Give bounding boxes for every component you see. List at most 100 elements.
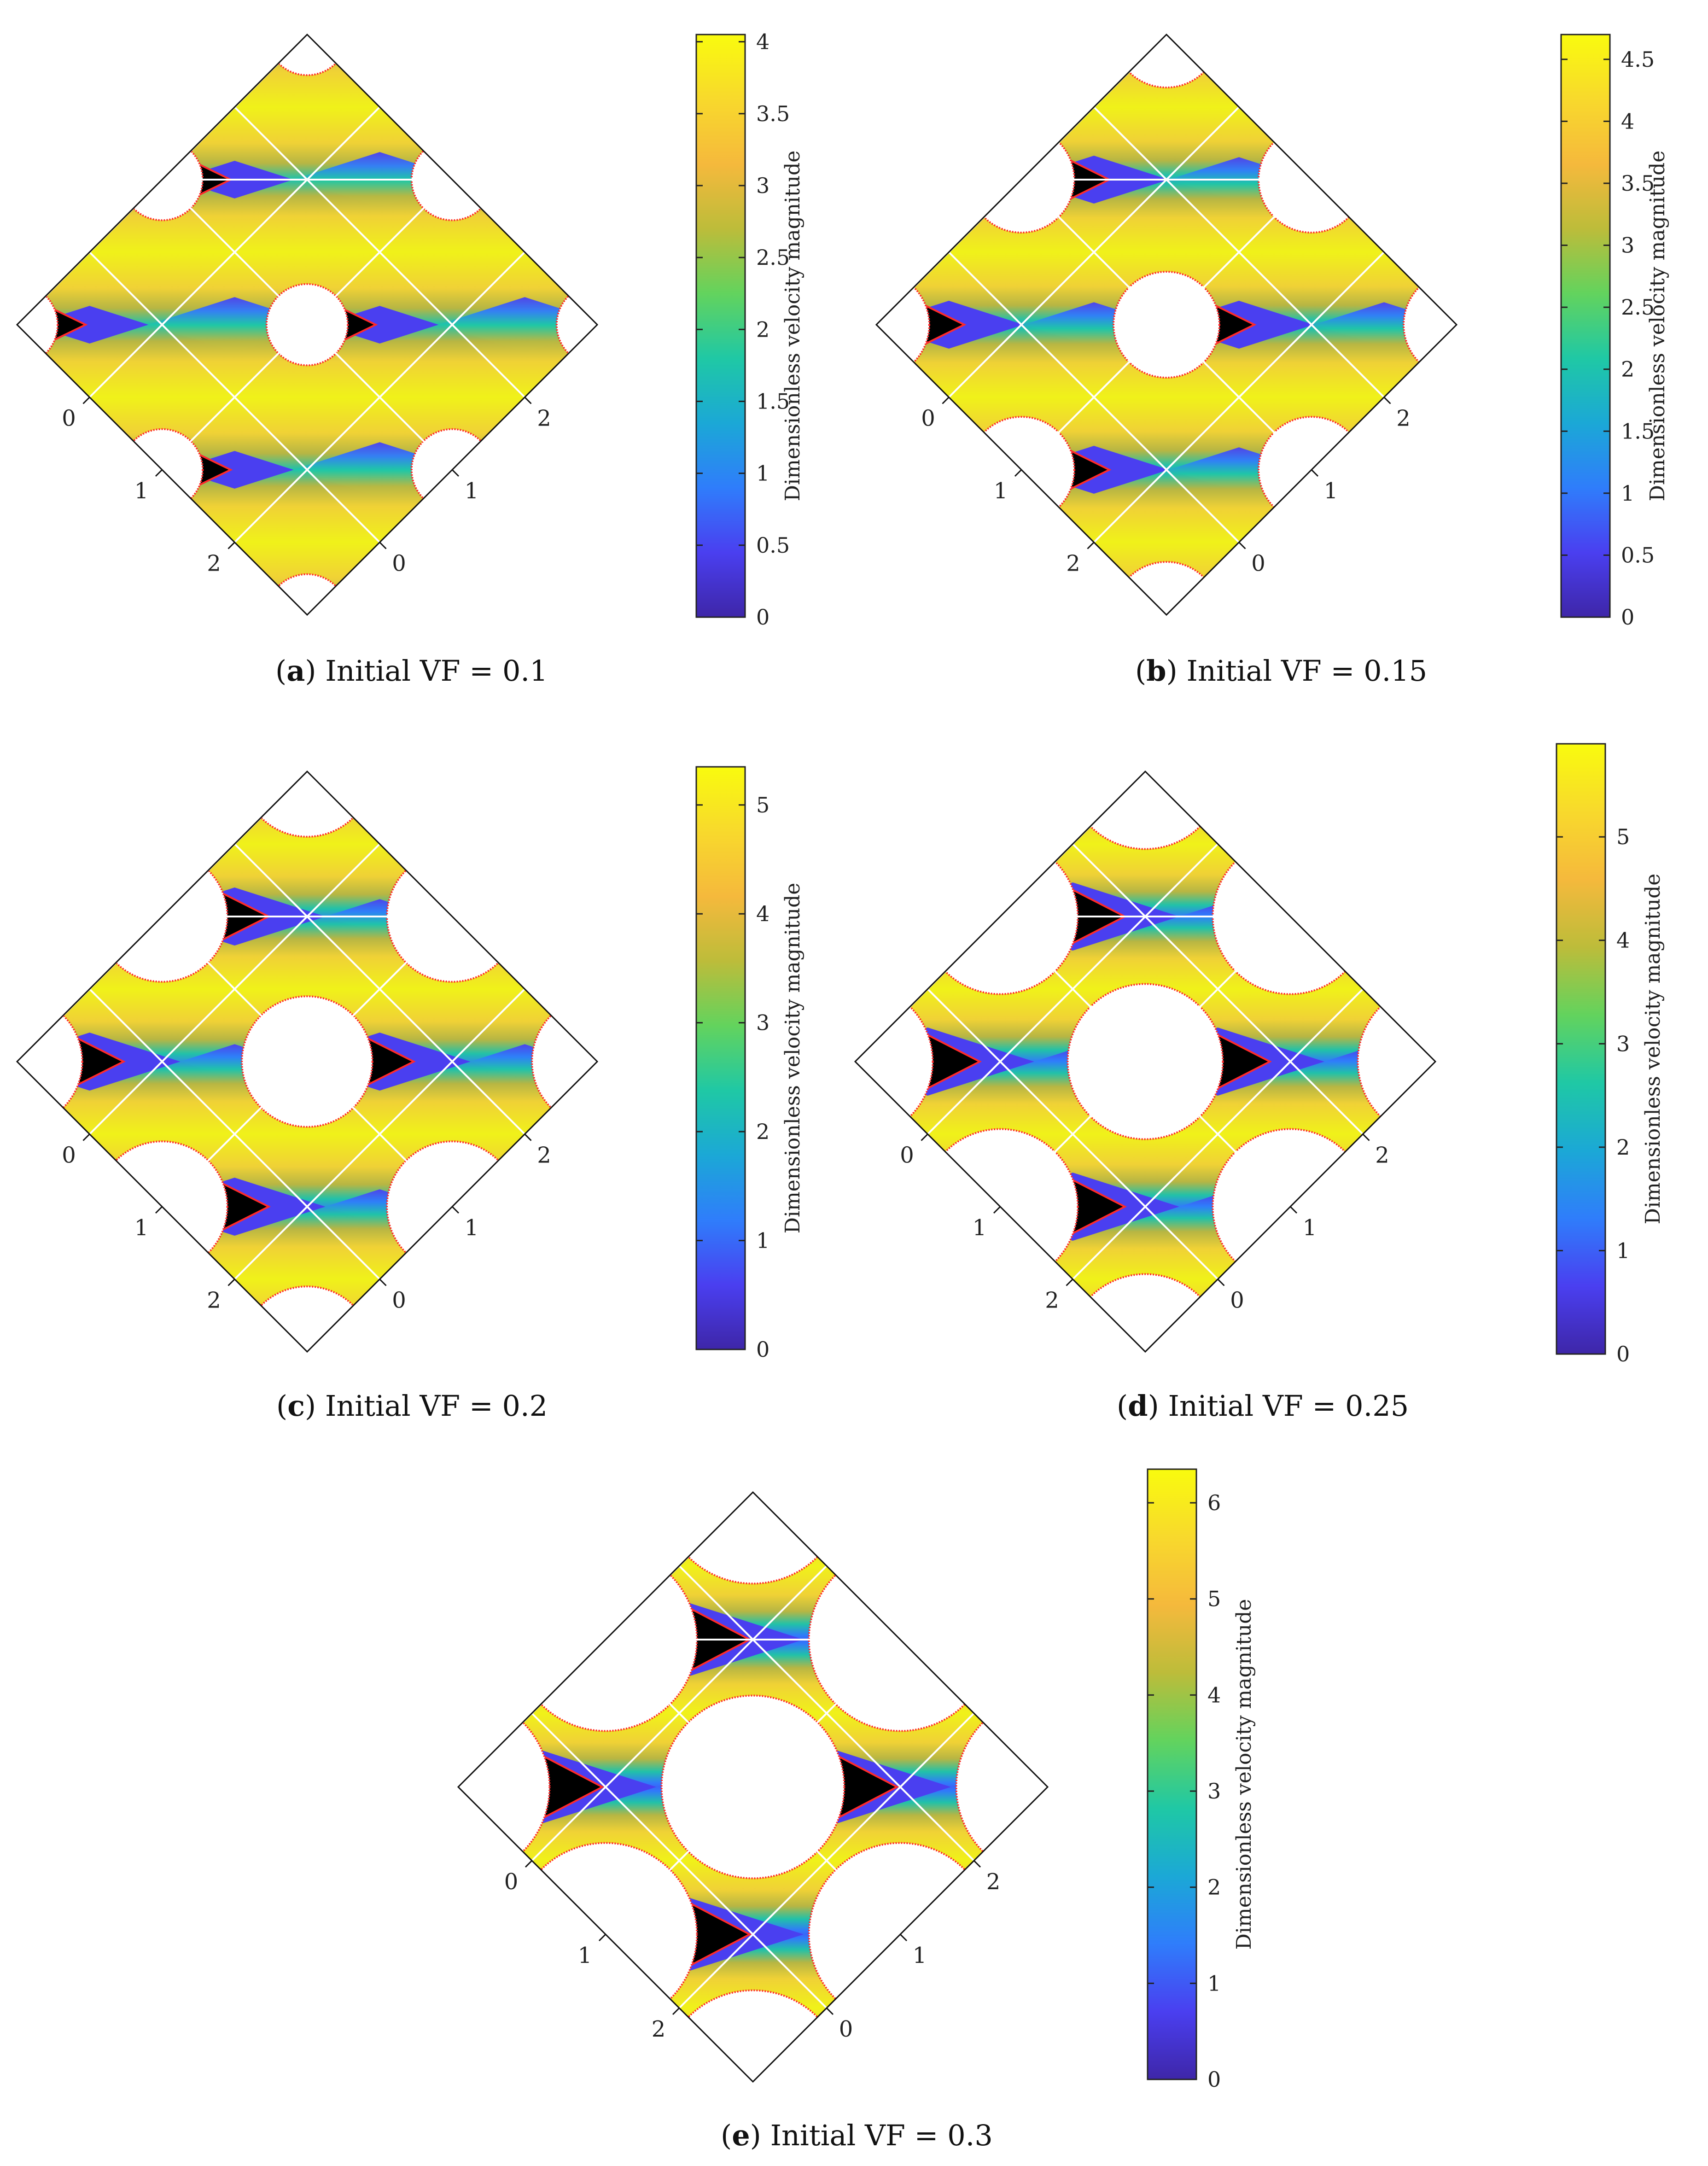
stagnation-region (1451, 1006, 1560, 1118)
colorbar-tick-label: 2 (756, 317, 769, 342)
colorbar-tick-label: 2.5 (1621, 295, 1655, 320)
panel-e: 0 1 2 0 1 2 (457, 1491, 1049, 2083)
x-tick (1087, 542, 1095, 549)
caption-text: Initial VF = 0.1 (325, 654, 548, 688)
cell-line (161, 916, 453, 1208)
colorbar-tick-label: 3 (1621, 233, 1634, 258)
colorbar-tick-label: 3 (756, 1010, 769, 1035)
colorbar-e: 0 1 2 3 4 5 6 Dimensionless velocity magnitude (1147, 1468, 1256, 2092)
colorbar-gradient (1147, 1468, 1197, 2080)
x-tick-label: 1 (994, 478, 1008, 504)
caption-letter: c (287, 1389, 305, 1423)
x-tick-label: 1 (134, 1215, 149, 1241)
stagnation-region (1467, 286, 1545, 363)
caption-text: Initial VF = 0.15 (1186, 654, 1428, 688)
colorbar-tick-label: 5 (1207, 1587, 1221, 1611)
y-tick (379, 542, 387, 549)
colorbar-tick-label: 1 (756, 1228, 769, 1253)
x-tick (993, 1206, 1001, 1214)
colorbar-tick-label: 2.5 (756, 245, 790, 270)
colorbar-tick-label: 3 (1616, 1031, 1630, 1056)
caption-b: (b) Initial VF = 0.15 (1135, 654, 1428, 688)
colorbar-gradient (695, 766, 746, 1350)
caption-a: (a) Initial VF = 0.1 (275, 654, 548, 688)
caption-text: Initial VF = 0.3 (770, 2119, 993, 2152)
y-tick-label: 2 (986, 1869, 1001, 1895)
x-tick (82, 397, 90, 404)
caption-letter: e (732, 2119, 750, 2152)
x-tick (942, 397, 950, 404)
colorbar-tick-label: 2 (756, 1119, 769, 1144)
y-tick (1362, 1133, 1370, 1141)
plot-frame (16, 770, 599, 1353)
colorbar-label: Dimensionless velocity magnitude (781, 883, 804, 1234)
colorbar-label: Dimensionless velocity magnitude (781, 151, 804, 502)
colorbar-tick-label: 0 (756, 1337, 769, 1362)
cell-line (678, 1712, 975, 2009)
panel-b: 0 1 2 0 1 2 (875, 33, 1545, 616)
colorbar-tick-label: 3 (1207, 1779, 1221, 1804)
x-tick-label: 2 (207, 551, 221, 577)
colorbar-tick-label: 5 (1616, 824, 1630, 849)
velocity-field (876, 35, 1545, 615)
panel-a: 0 1 2 0 1 2 (16, 33, 666, 616)
caption-c: (c) Initial VF = 0.2 (276, 1389, 548, 1423)
caption-letter: d (1128, 1389, 1148, 1423)
colorbar-tick-label: 0 (756, 605, 769, 630)
caption-d: (d) Initial VF = 0.25 (1117, 1389, 1409, 1423)
y-tick-label: 2 (537, 406, 551, 432)
y-tick (524, 397, 532, 404)
cell-line (1072, 988, 1364, 1280)
y-tick-label: 2 (1375, 1143, 1389, 1168)
y-tick-label: 1 (465, 1215, 479, 1241)
stagnation-region (610, 1015, 704, 1109)
y-tick-label: 0 (392, 551, 406, 577)
y-tick-label: 1 (1303, 1215, 1317, 1241)
y-tick (899, 1933, 908, 1942)
x-tick (227, 542, 235, 549)
colorbar-gradient (1560, 34, 1611, 618)
colorbar-c: 0 1 2 3 4 5 Dimensionless velocity magnitude (695, 766, 804, 1362)
cell-line (1093, 106, 1385, 398)
velocity-field (17, 35, 666, 615)
x-tick (672, 2007, 680, 2015)
colorbar-tick-label: 1.5 (1621, 419, 1655, 444)
panel-d: 0 1 2 0 1 2 (854, 770, 1560, 1353)
colorbar-tick-label: 4 (1207, 1682, 1221, 1707)
cell-line (999, 916, 1291, 1208)
stagnation-region (606, 295, 666, 354)
colorbar-tick-label: 0.5 (1621, 543, 1655, 567)
y-tick-label: 2 (537, 1143, 551, 1168)
y-tick (1289, 1206, 1298, 1214)
x-tick-label: 2 (207, 1288, 221, 1314)
x-tick (82, 1133, 90, 1141)
x-tick (227, 1279, 235, 1286)
colorbar-tick-label: 2 (1207, 1875, 1221, 1900)
x-tick (1066, 1279, 1073, 1286)
colorbar-a: 0 0.5 1 1.5 2 2.5 3 3.5 4 Dimensionless velocity … (695, 29, 804, 630)
caption-letter: a (286, 654, 305, 688)
cell-line (234, 988, 525, 1280)
y-tick (1217, 1279, 1225, 1286)
colorbar-label: Dimensionless velocity magnitude (1641, 874, 1665, 1225)
x-tick (525, 1860, 533, 1868)
colorbar-tick-label: 1 (1621, 481, 1634, 506)
cell-line (1093, 251, 1385, 543)
y-tick-label: 2 (1396, 406, 1411, 432)
cell-line (605, 1639, 901, 1935)
y-tick-label: 0 (392, 1288, 406, 1314)
x-tick (155, 1206, 163, 1214)
colorbar-tick-label: 1.5 (756, 389, 790, 414)
x-tick (598, 1933, 606, 1942)
y-tick (1311, 469, 1319, 477)
colorbar-tick-label: 4 (756, 29, 769, 54)
colorbar-tick-label: 4 (1616, 928, 1630, 953)
colorbar-tick-label: 5 (756, 793, 769, 817)
x-tick-label: 0 (921, 406, 935, 432)
x-tick-label: 1 (973, 1215, 987, 1241)
cell-line (678, 1565, 975, 1862)
colorbar-tick-label: 1 (756, 461, 769, 486)
colorbar-tick-label: 0 (1207, 2067, 1221, 2092)
x-tick-label: 0 (504, 1869, 519, 1895)
x-tick (921, 1133, 928, 1141)
